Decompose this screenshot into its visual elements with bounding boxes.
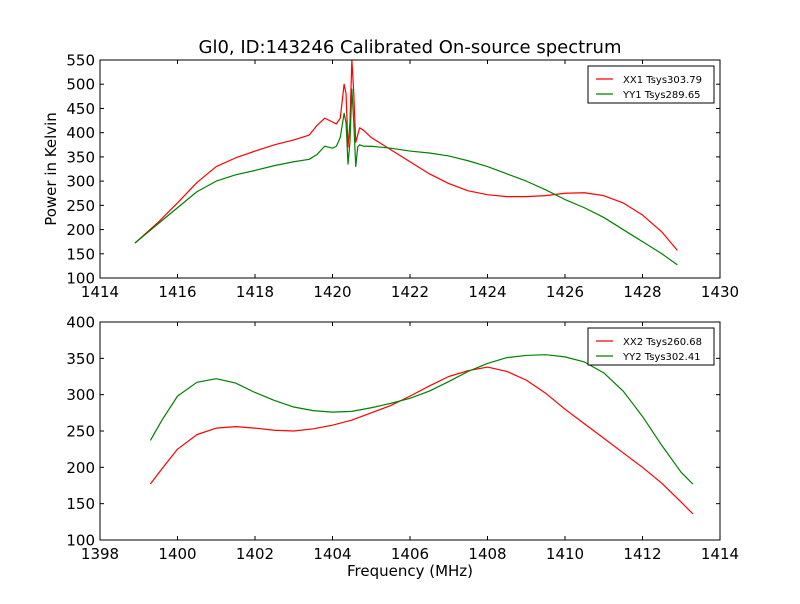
- legend-label: YY2 Tsys302.41: [622, 352, 701, 363]
- series-group: [134, 60, 678, 266]
- x-tick-label: 1408: [468, 545, 506, 563]
- series-line-yy1: [134, 88, 678, 266]
- y-tick-label: 100: [66, 532, 95, 550]
- legend-label: XX2 Tsys260.68: [623, 337, 702, 348]
- series-line-xx2: [149, 366, 694, 515]
- legend-label: XX1 Tsys303.79: [623, 75, 702, 86]
- x-tick-label: 1420: [313, 283, 351, 301]
- x-tick-label: 1426: [546, 283, 584, 301]
- x-tick-label: 1406: [391, 545, 429, 563]
- y-tick-label: 350: [66, 350, 95, 368]
- y-tick-label: 250: [66, 423, 95, 441]
- top-plot: 1414 1416 1418 1420 1422 1424 1426 1428 1430 100 1…: [42, 52, 739, 302]
- x-tick-label: 1414: [701, 545, 739, 563]
- y-tick-label: 150: [66, 495, 95, 513]
- bottom-plot: 1398 1400 1402 1404 1406 1408 1410 1412 1414 100 1…: [66, 314, 739, 581]
- x-tick-label: 1428: [623, 283, 661, 301]
- series-group: [149, 354, 694, 515]
- x-tick-label: 1404: [313, 545, 351, 563]
- y-tick-label: 100: [66, 270, 95, 288]
- y-axis-label: Power in Kelvin: [42, 112, 60, 226]
- x-tick-label: 1430: [701, 283, 739, 301]
- legend: XX2 Tsys260.68 YY2 Tsys302.41: [587, 327, 715, 366]
- y-tick-label: 350: [66, 148, 95, 166]
- x-tick-label: 1418: [236, 283, 274, 301]
- y-tick-label: 400: [66, 314, 95, 332]
- y-tick-label: 200: [66, 221, 95, 239]
- x-tick-label: 1410: [546, 545, 584, 563]
- x-tick-label: 1414: [81, 283, 119, 301]
- y-tick-label: 200: [66, 459, 95, 477]
- figure-title: Gl0, ID:143246 Calibrated On-source spec…: [199, 37, 622, 58]
- y-tick-label: 300: [66, 173, 95, 191]
- x-tick-label: 1402: [236, 545, 274, 563]
- x-tick-label: 1412: [623, 545, 661, 563]
- x-tick-label: 1400: [158, 545, 196, 563]
- y-tick-label: 500: [66, 76, 95, 94]
- x-axis-label: Frequency (MHz): [347, 562, 473, 580]
- x-tick-label: 1422: [391, 283, 429, 301]
- y-tick-label: 450: [66, 100, 95, 118]
- y-tick-label: 300: [66, 386, 95, 404]
- x-tick-label: 1398: [81, 545, 119, 563]
- legend-label: YY1 Tsys289.65: [622, 90, 701, 101]
- y-tick-label: 400: [66, 124, 95, 142]
- x-tick-label: 1416: [158, 283, 196, 301]
- legend: XX1 Tsys303.79 YY1 Tsys289.65: [587, 65, 715, 104]
- y-tick-label: 150: [66, 245, 95, 263]
- y-tick-label: 550: [66, 52, 95, 70]
- series-line-xx1: [134, 60, 678, 251]
- series-line-yy2: [149, 354, 694, 485]
- legend-box: [587, 327, 715, 366]
- legend-box: [587, 65, 715, 104]
- x-tick-label: 1424: [468, 283, 506, 301]
- y-tick-label: 250: [66, 197, 95, 215]
